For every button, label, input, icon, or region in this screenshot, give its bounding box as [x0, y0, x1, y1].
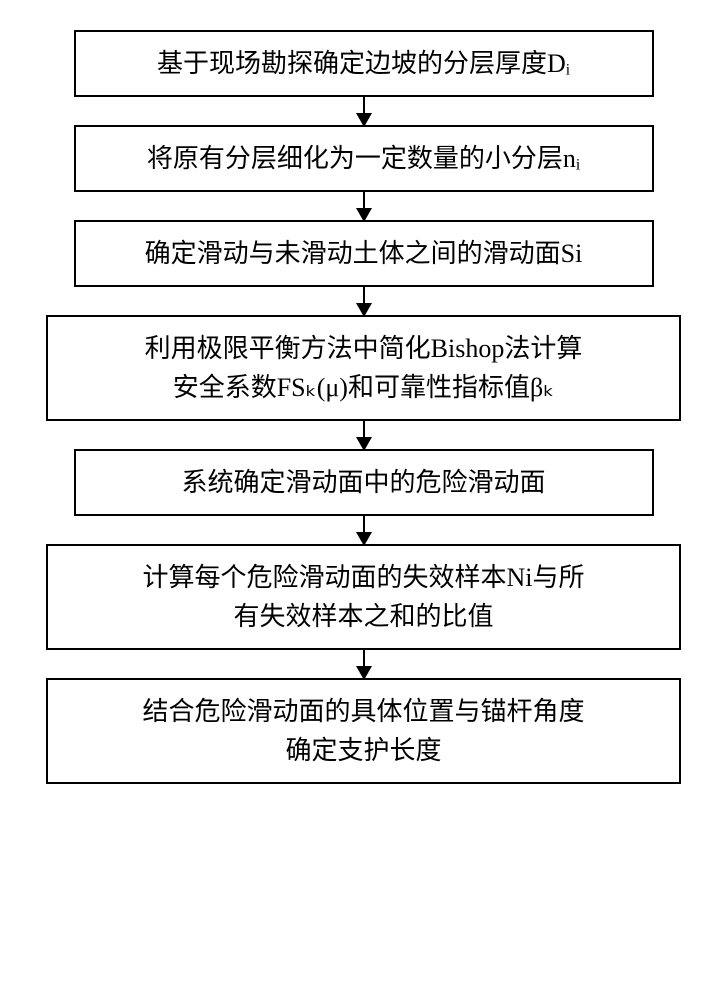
- node-text-line1: 结合危险滑动面的具体位置与锚杆角度: [142, 697, 584, 726]
- flowchart-node-3: 确定滑动与未滑动土体之间的滑动面Si: [74, 220, 654, 287]
- flowchart-arrow: [363, 516, 365, 544]
- node-text-line1: 利用极限平衡方法中简化Bishop法计算: [145, 334, 583, 363]
- node-text-line2: 有失效样本之和的比值: [233, 602, 493, 631]
- flowchart-node-5: 系统确定滑动面中的危险滑动面: [74, 449, 654, 516]
- flowchart-arrow: [363, 650, 365, 678]
- flowchart-arrow: [363, 287, 365, 315]
- flowchart-node-1: 基于现场勘探确定边坡的分层厚度Dᵢ: [74, 30, 654, 97]
- flowchart-node-7: 结合危险滑动面的具体位置与锚杆角度 确定支护长度: [46, 678, 681, 784]
- flowchart-node-2: 将原有分层细化为一定数量的小分层nᵢ: [74, 125, 654, 192]
- node-text: 将原有分层细化为一定数量的小分层nᵢ: [147, 144, 580, 173]
- flowchart-arrow: [363, 97, 365, 125]
- flowchart-node-6: 计算每个危险滑动面的失效样本Ni与所 有失效样本之和的比值: [46, 544, 681, 650]
- flowchart-arrow: [363, 421, 365, 449]
- node-text-line2: 安全系数FSₖ(μ)和可靠性指标值βₖ: [173, 373, 555, 402]
- node-text: 确定滑动与未滑动土体之间的滑动面Si: [145, 239, 583, 268]
- node-text: 系统确定滑动面中的危险滑动面: [181, 468, 545, 497]
- node-text-line2: 确定支护长度: [285, 736, 441, 765]
- flowchart-node-4: 利用极限平衡方法中简化Bishop法计算 安全系数FSₖ(μ)和可靠性指标值βₖ: [46, 315, 681, 421]
- flowchart-arrow: [363, 192, 365, 220]
- node-text-line1: 计算每个危险滑动面的失效样本Ni与所: [142, 563, 584, 592]
- node-text: 基于现场勘探确定边坡的分层厚度Dᵢ: [157, 49, 570, 78]
- flowchart-container: 基于现场勘探确定边坡的分层厚度Dᵢ 将原有分层细化为一定数量的小分层nᵢ 确定滑…: [0, 30, 727, 784]
